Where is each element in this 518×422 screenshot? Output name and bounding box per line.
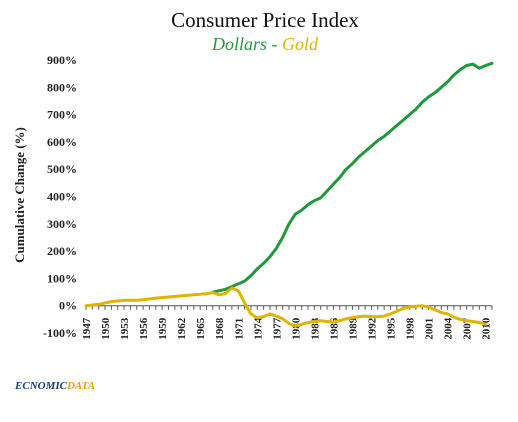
series-layer [84, 61, 494, 328]
brand-logo: ECNOMICDATA [14, 380, 95, 392]
x-tick-label: 1962 [176, 317, 188, 340]
x-tick-label: 1950 [100, 317, 112, 340]
y-tick-label: 600% [47, 135, 77, 149]
y-tick-label: -100% [43, 326, 77, 340]
x-tick-label: 2010 [481, 317, 493, 340]
brand-suffix: DATA [66, 380, 95, 392]
brand-middle: NOMIC [29, 380, 68, 392]
x-tick-label: 1971 [233, 318, 245, 340]
subtitle-separator: - [267, 34, 282, 54]
y-tick-label: 0% [59, 299, 77, 313]
y-tick-label: 500% [47, 162, 77, 176]
x-tick-label: 1947 [81, 317, 93, 340]
x-axis: 1947 1950 1953 1956 1959 1962 1965 1968 1971 1974… [81, 305, 493, 340]
x-tick-label: 1980 [290, 317, 302, 340]
series-line-gold [84, 286, 488, 328]
chart-title: Consumer Price Index [171, 8, 359, 32]
x-tick-label: 2001 [424, 318, 436, 340]
x-tick-label: 1959 [157, 317, 169, 340]
y-tick-label: 900% [47, 53, 77, 67]
y-tick-label: 800% [47, 80, 77, 94]
chart-subtitle: Dollars - Gold [211, 34, 319, 54]
series-line-dollars [211, 61, 494, 294]
subtitle-gold: Gold [282, 34, 319, 54]
y-tick-label: 700% [47, 108, 77, 122]
x-tick-label: 1977 [271, 317, 283, 340]
x-tick-label: 1992 [366, 317, 378, 340]
y-tick-label: 400% [47, 190, 77, 204]
x-tick-label: 1953 [119, 317, 131, 340]
x-tick-label: 2007 [462, 317, 474, 340]
x-tick-label: 1989 [347, 317, 359, 340]
subtitle-dollars: Dollars [211, 34, 267, 54]
brand-prefix: EC [14, 380, 30, 392]
y-tick-label: 200% [47, 244, 77, 258]
y-tick-label: 100% [47, 271, 77, 285]
x-tick-label: 1956 [138, 317, 150, 340]
x-tick-label: 1974 [252, 317, 264, 340]
x-tick-label: 1968 [214, 317, 226, 340]
x-tick-label: 1998 [405, 317, 417, 340]
x-tick-label: 1965 [195, 317, 207, 340]
y-axis: -100% 0% 100% 200% 300% 400% 500% 600% 700% 800% 9… [43, 53, 77, 340]
y-axis-label: Cumulative Change (%) [12, 127, 27, 263]
x-tick-label: 2004 [443, 317, 455, 340]
y-tick-label: 300% [47, 217, 77, 231]
x-tick-label: 1995 [386, 317, 398, 340]
